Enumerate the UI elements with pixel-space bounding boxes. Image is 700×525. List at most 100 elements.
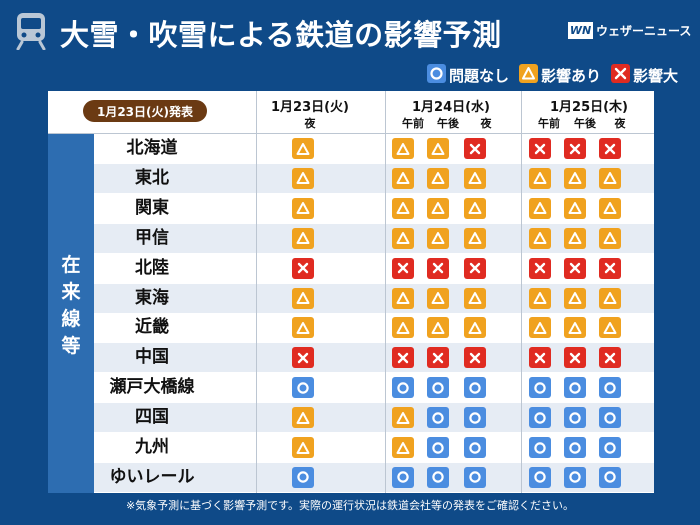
circle-icon — [564, 437, 586, 458]
legend-label: 影響大 — [632, 67, 678, 85]
table-row: 北陸 — [94, 253, 654, 283]
triangle-icon — [292, 227, 314, 249]
triangle-icon — [427, 138, 449, 159]
circle-icon — [292, 377, 314, 399]
forecast-table: 1月23日(火)発表 1月23日(火) 夜 1月24日(水) 午前 午後 夜 1… — [48, 91, 654, 493]
triangle-icon — [599, 317, 621, 339]
triangle-icon — [427, 227, 449, 249]
cross-icon — [292, 347, 314, 369]
circle-icon — [464, 437, 486, 458]
triangle-icon — [427, 287, 449, 309]
table-row: 北海道 — [94, 134, 654, 163]
period-label: 午後 — [574, 117, 596, 130]
cross-icon — [464, 257, 486, 279]
triangle-icon — [564, 287, 586, 309]
triangle-icon — [564, 227, 586, 249]
circle-icon — [464, 377, 486, 399]
cross-icon — [599, 257, 621, 279]
cross-icon — [529, 257, 551, 279]
circle-icon — [392, 466, 414, 488]
circle-icon — [599, 437, 621, 458]
triangle-icon — [427, 197, 449, 219]
period-label: 夜 — [304, 117, 316, 130]
triangle-icon — [464, 287, 486, 309]
triangle-icon — [529, 317, 551, 339]
circle-icon — [427, 466, 449, 488]
cross-icon — [427, 347, 449, 369]
legend-item-ok: 問題なし — [426, 64, 509, 87]
triangle-icon — [464, 197, 486, 219]
day-label: 1月24日(水) — [411, 100, 491, 115]
circle-icon — [599, 407, 621, 429]
region-name: 北海道 — [126, 138, 178, 158]
cross-icon — [599, 347, 621, 369]
divider — [521, 91, 522, 493]
table-row: 東海 — [94, 283, 654, 313]
circle-icon — [426, 64, 446, 87]
triangle-icon — [564, 317, 586, 339]
category-band: 在 来 線 等 — [48, 134, 94, 493]
circle-icon — [292, 466, 314, 488]
triangle-icon — [292, 317, 314, 339]
table-row: 甲信 — [94, 223, 654, 253]
cross-icon — [529, 347, 551, 369]
triangle-icon — [529, 287, 551, 309]
period-label: 夜 — [480, 117, 492, 130]
cross-icon — [464, 347, 486, 369]
circle-icon — [564, 377, 586, 399]
triangle-icon — [599, 167, 621, 189]
triangle-icon — [599, 287, 621, 309]
triangle-icon — [427, 167, 449, 189]
circle-icon — [464, 466, 486, 488]
triangle-icon — [292, 287, 314, 309]
issued-badge: 1月23日(火)発表 — [83, 100, 207, 122]
table-row: 関東 — [94, 193, 654, 223]
category-label: 在 来 線 等 — [48, 252, 94, 360]
legend: 問題なし 影響あり 影響大 — [417, 64, 678, 87]
period-label: 午後 — [437, 117, 459, 130]
region-name: 関東 — [135, 197, 169, 218]
triangle-icon — [392, 317, 414, 339]
region-name: 甲信 — [135, 227, 169, 248]
legend-label: 問題なし — [448, 67, 509, 85]
category-char: 等 — [61, 335, 81, 357]
region-name: ゆいレール — [109, 466, 195, 487]
triangle-icon — [464, 227, 486, 249]
legend-label: 影響あり — [540, 67, 601, 85]
brand-mark: WN — [568, 22, 593, 39]
triangle-icon — [564, 197, 586, 219]
triangle-icon — [292, 138, 314, 159]
circle-icon — [529, 437, 551, 458]
table-row: 瀬戸大橋線 — [94, 373, 654, 403]
triangle-icon — [599, 197, 621, 219]
triangle-icon — [392, 287, 414, 309]
cross-icon — [392, 347, 414, 369]
cross-icon — [610, 64, 630, 87]
circle-icon — [464, 407, 486, 429]
cross-icon — [427, 257, 449, 279]
triangle-icon — [392, 407, 414, 429]
day-label: 1月25日(木) — [549, 100, 629, 115]
category-char: 在 — [61, 254, 81, 276]
circle-icon — [529, 377, 551, 399]
region-name: 瀬戸大橋線 — [109, 377, 195, 398]
category-char: 来 — [61, 281, 81, 303]
period-label: 夜 — [614, 117, 626, 130]
train-icon — [16, 13, 46, 50]
triangle-icon — [464, 317, 486, 339]
circle-icon — [392, 377, 414, 399]
region-name: 中国 — [135, 347, 169, 368]
triangle-icon — [427, 317, 449, 339]
period-label: 午前 — [402, 117, 424, 130]
day-label: 1月23日(火) — [270, 100, 350, 115]
cross-icon — [564, 257, 586, 279]
cross-icon — [564, 138, 586, 159]
region-name: 九州 — [135, 437, 169, 457]
triangle-icon — [392, 197, 414, 219]
region-name: 北陸 — [135, 257, 169, 278]
circle-icon — [529, 407, 551, 429]
cross-icon — [292, 257, 314, 279]
circle-icon — [564, 466, 586, 488]
brand-name: ウェザーニュース — [596, 24, 692, 38]
category-char: 線 — [61, 308, 81, 330]
